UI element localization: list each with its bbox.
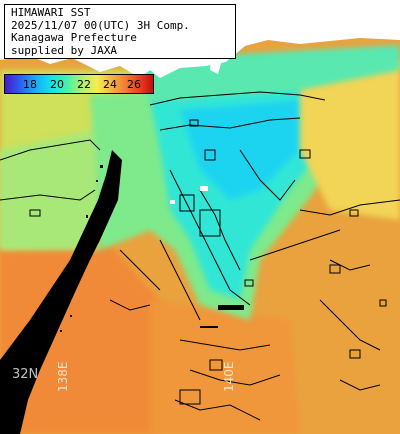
temperature-legend: 18 20 22 24 26: [4, 74, 154, 94]
legend-tick-24: 24: [103, 78, 117, 91]
legend-tick-20: 20: [50, 78, 64, 91]
latitude-label: 32N: [12, 367, 39, 382]
legend-tick-18: 18: [23, 78, 37, 91]
title-line-region: Kanagawa Prefecture: [11, 31, 137, 44]
legend-tick-22: 22: [77, 78, 91, 91]
legend-tick-26: 26: [127, 78, 141, 91]
title-line-dataset: HIMAWARI SST: [11, 6, 91, 19]
title-box: HIMAWARI SST 2025/11/07 00(UTC) 3H Comp.…: [4, 4, 236, 59]
title-line-supplier: supplied by JAXA: [11, 43, 117, 57]
title-line-timestamp: 2025/11/07 00(UTC) 3H Comp.: [11, 18, 190, 32]
longitude-label-2: 140E: [222, 361, 236, 393]
longitude-label: 138E: [56, 361, 70, 393]
